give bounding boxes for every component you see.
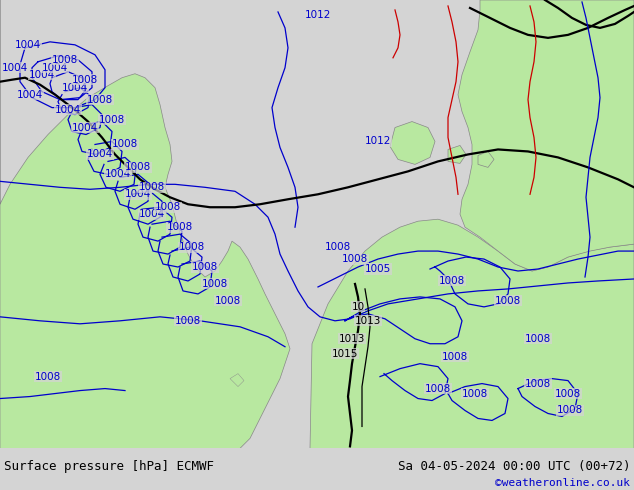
Text: 1004: 1004: [15, 40, 41, 50]
PathPatch shape: [390, 122, 435, 165]
PathPatch shape: [230, 373, 244, 387]
Text: 1008: 1008: [425, 384, 451, 393]
Text: 1004: 1004: [42, 63, 68, 73]
Text: 1008: 1008: [175, 316, 201, 326]
Text: 1008: 1008: [139, 182, 165, 192]
PathPatch shape: [0, 0, 290, 448]
Text: 1008: 1008: [112, 140, 138, 149]
Text: 1008: 1008: [342, 254, 368, 264]
Text: 1008: 1008: [462, 389, 488, 398]
PathPatch shape: [478, 151, 494, 168]
Text: 1004: 1004: [72, 122, 98, 132]
Text: 10: 10: [351, 302, 365, 312]
Text: 1005: 1005: [365, 264, 391, 274]
Text: 1013: 1013: [355, 316, 381, 326]
Text: 1008: 1008: [155, 202, 181, 212]
Text: 1008: 1008: [325, 242, 351, 252]
Text: 1008: 1008: [72, 74, 98, 85]
Text: 1004: 1004: [2, 63, 28, 73]
Text: 1004: 1004: [55, 104, 81, 115]
Text: 1008: 1008: [192, 262, 218, 272]
Text: 1008: 1008: [179, 242, 205, 252]
Text: 1015: 1015: [332, 349, 358, 359]
Text: 1004: 1004: [87, 149, 113, 159]
Text: 1008: 1008: [87, 95, 113, 105]
Text: 1008: 1008: [125, 162, 151, 172]
Text: 1008: 1008: [557, 406, 583, 416]
Text: 1004: 1004: [125, 189, 151, 199]
Text: Surface pressure [hPa] ECMWF: Surface pressure [hPa] ECMWF: [4, 460, 214, 473]
Text: 1008: 1008: [52, 55, 78, 65]
Text: 1004: 1004: [29, 70, 55, 80]
Text: 1008: 1008: [442, 352, 468, 362]
Text: 1008: 1008: [202, 279, 228, 289]
Text: 1004: 1004: [139, 209, 165, 219]
Text: 1004: 1004: [105, 170, 131, 179]
Text: 1008: 1008: [167, 222, 193, 232]
Text: 1013: 1013: [339, 334, 365, 344]
Text: 1004: 1004: [17, 90, 43, 99]
Text: 1008: 1008: [495, 296, 521, 306]
Text: 1008: 1008: [215, 296, 241, 306]
PathPatch shape: [448, 146, 466, 163]
Text: 1008: 1008: [555, 389, 581, 398]
Text: 1008: 1008: [525, 379, 551, 389]
Text: 1008: 1008: [525, 334, 551, 344]
Text: 1012: 1012: [365, 137, 391, 147]
Text: 1008: 1008: [35, 371, 61, 382]
Text: 1004: 1004: [62, 83, 88, 93]
Text: Sa 04-05-2024 00:00 UTC (00+72): Sa 04-05-2024 00:00 UTC (00+72): [398, 460, 630, 473]
PathPatch shape: [458, 0, 634, 271]
Text: 1008: 1008: [439, 276, 465, 286]
Text: ©weatheronline.co.uk: ©weatheronline.co.uk: [495, 478, 630, 488]
Text: 1012: 1012: [305, 10, 331, 20]
PathPatch shape: [310, 219, 634, 448]
Text: 1008: 1008: [99, 115, 125, 124]
